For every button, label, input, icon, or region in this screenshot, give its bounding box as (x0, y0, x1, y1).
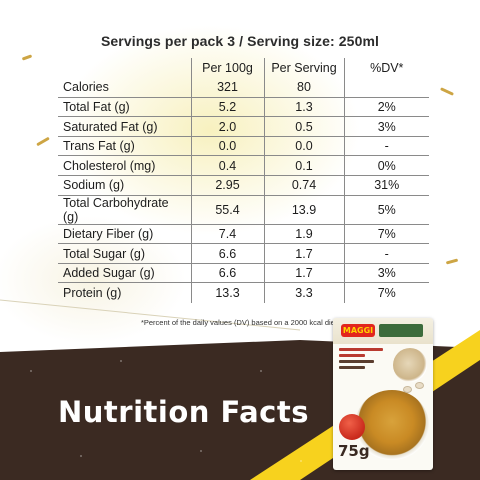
per-serving-value: 80 (263, 77, 345, 98)
product-pack-image: MAGGI 75g (333, 318, 433, 470)
daily-value: 3% (343, 262, 429, 284)
label-line (339, 360, 375, 363)
per-100g-value: 5.2 (190, 96, 265, 118)
nutrient-name: Total Sugar (g) (58, 243, 192, 264)
daily-value-footnote: *Percent of the daily values (DV) based … (140, 318, 340, 327)
column-header: Per Serving (263, 58, 345, 78)
pack-label-text (339, 348, 383, 372)
daily-value: - (343, 135, 429, 157)
per-100g-value: 2.95 (190, 175, 265, 196)
per-serving-value: 0.1 (263, 155, 345, 177)
per-100g-value: 6.6 (190, 243, 265, 264)
bean-image (415, 382, 424, 389)
label-line (339, 354, 366, 357)
label-line (339, 366, 366, 369)
brand-logo: MAGGI (341, 324, 375, 337)
nutrient-name: Calories (58, 77, 192, 98)
daily-value: 31% (343, 175, 429, 196)
per-serving-value: 1.7 (263, 262, 345, 284)
nutrient-name: Dietary Fiber (g) (58, 223, 192, 245)
daily-value: 5% (343, 194, 429, 225)
nutrient-name: Cholesterol (mg) (58, 155, 192, 177)
daily-value: 0% (343, 155, 429, 177)
texture-speck (300, 460, 302, 462)
texture-speck (80, 455, 82, 457)
nutrient-name: Protein (g) (58, 282, 192, 303)
texture-speck (30, 370, 32, 372)
texture-speck (120, 360, 122, 362)
column-header: Per 100g (190, 58, 265, 78)
bean-image (403, 386, 412, 393)
texture-speck (260, 370, 262, 372)
table-row: Total Carbohydrate (g) 55.4 13.9 5% (58, 194, 429, 225)
per-100g-value: 0.4 (190, 155, 265, 177)
per-serving-value: 13.9 (263, 194, 345, 225)
per-100g-value: 0.0 (190, 135, 265, 157)
column-header (58, 58, 192, 78)
per-serving-value: 0.5 (263, 116, 345, 137)
per-100g-value: 321 (190, 77, 265, 98)
beans-bowl-image (393, 348, 427, 382)
table-row: Total Sugar (g) 6.6 1.7 - (58, 243, 429, 264)
pack-weight: 75g (338, 442, 370, 460)
tomato-image (339, 414, 365, 440)
daily-value: 7% (343, 282, 429, 303)
nutrient-name: Saturated Fat (g) (58, 116, 192, 137)
nutrition-table: Per 100g Per Serving %DV* Calories 321 8… (58, 58, 429, 303)
per-100g-value: 13.3 (190, 282, 265, 303)
per-serving-value: 0.74 (263, 175, 345, 196)
daily-value (343, 77, 429, 98)
product-badge (379, 324, 423, 337)
per-serving-value: 3.3 (263, 282, 345, 303)
per-100g-value: 55.4 (190, 194, 265, 225)
daily-value: - (343, 243, 429, 264)
table-row: Protein (g) 13.3 3.3 7% (58, 282, 429, 303)
table-row: Total Fat (g) 5.2 1.3 2% (58, 96, 429, 118)
daily-value: 2% (343, 96, 429, 118)
nutrition-facts-title: Nutrition Facts (58, 395, 309, 429)
table-row: Sodium (g) 2.95 0.74 31% (58, 175, 429, 196)
table-row: Saturated Fat (g) 2.0 0.5 3% (58, 116, 429, 137)
daily-value: 7% (343, 223, 429, 245)
nutrient-name: Sodium (g) (58, 175, 192, 196)
table-row: Cholesterol (mg) 0.4 0.1 0% (58, 155, 429, 177)
table-row: Added Sugar (g) 6.6 1.7 3% (58, 262, 429, 284)
nutrient-name: Trans Fat (g) (58, 135, 192, 157)
table-row: Dietary Fiber (g) 7.4 1.9 7% (58, 223, 429, 245)
per-100g-value: 2.0 (190, 116, 265, 137)
per-serving-value: 1.7 (263, 243, 345, 264)
servings-header: Servings per pack 3 / Serving size: 250m… (100, 33, 379, 49)
nutrient-name: Total Fat (g) (58, 96, 192, 118)
soup-bowl-image (355, 390, 429, 460)
texture-speck (200, 450, 202, 452)
daily-value: 3% (343, 116, 429, 137)
table-row: Calories 321 80 (58, 77, 429, 98)
per-100g-value: 7.4 (190, 223, 265, 245)
column-header: %DV* (343, 58, 429, 78)
per-serving-value: 0.0 (263, 135, 345, 157)
nutrient-name: Added Sugar (g) (58, 262, 192, 284)
label-line (339, 348, 383, 351)
per-serving-value: 1.3 (263, 96, 345, 118)
nutrient-name: Total Carbohydrate (g) (58, 194, 192, 225)
per-100g-value: 6.6 (190, 262, 265, 284)
per-serving-value: 1.9 (263, 223, 345, 245)
table-row: Trans Fat (g) 0.0 0.0 - (58, 135, 429, 157)
table-header-row: Per 100g Per Serving %DV* (58, 58, 429, 78)
